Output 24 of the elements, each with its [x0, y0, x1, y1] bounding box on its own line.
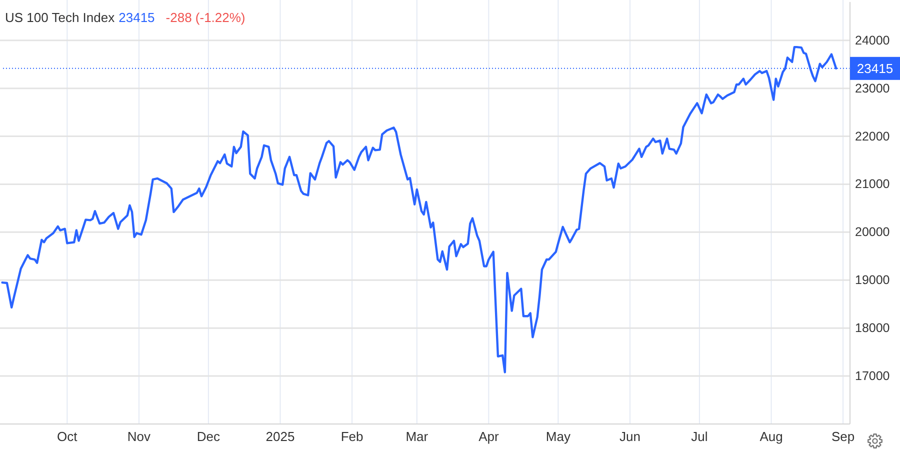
x-tick-label: Oct	[57, 429, 78, 444]
x-tick-label: Mar	[406, 429, 429, 444]
x-tick-label: Nov	[127, 429, 152, 444]
y-tick-label: 19000	[855, 273, 890, 288]
x-tick-label: Feb	[340, 429, 364, 444]
x-tick-label: Dec	[196, 429, 221, 444]
y-tick-label: 18000	[855, 321, 890, 336]
annotation: -288 (-1.22%)	[166, 10, 246, 25]
y-tick-label: 23000	[855, 81, 890, 96]
x-tick-label: Apr	[478, 429, 500, 444]
y-tick-label: 24000	[855, 33, 890, 48]
y-tick-label: 22000	[855, 129, 890, 144]
text: US 100 Tech Index	[5, 10, 116, 25]
x-tick-label: May	[546, 429, 571, 444]
y-tick-label: 17000	[855, 369, 890, 384]
y-tick-label: 20000	[855, 225, 890, 240]
ref-line-label: 23415	[856, 60, 894, 76]
annotation: 23415	[118, 10, 155, 25]
x-tick-label: 2025	[266, 429, 295, 444]
x-tick-label: Sep	[831, 429, 855, 444]
x-tick-label: Jun	[619, 429, 640, 444]
y-tick-label: 21000	[855, 177, 890, 192]
x-tick-label: Aug	[760, 429, 783, 444]
x-tick-label: Jul	[691, 429, 708, 444]
